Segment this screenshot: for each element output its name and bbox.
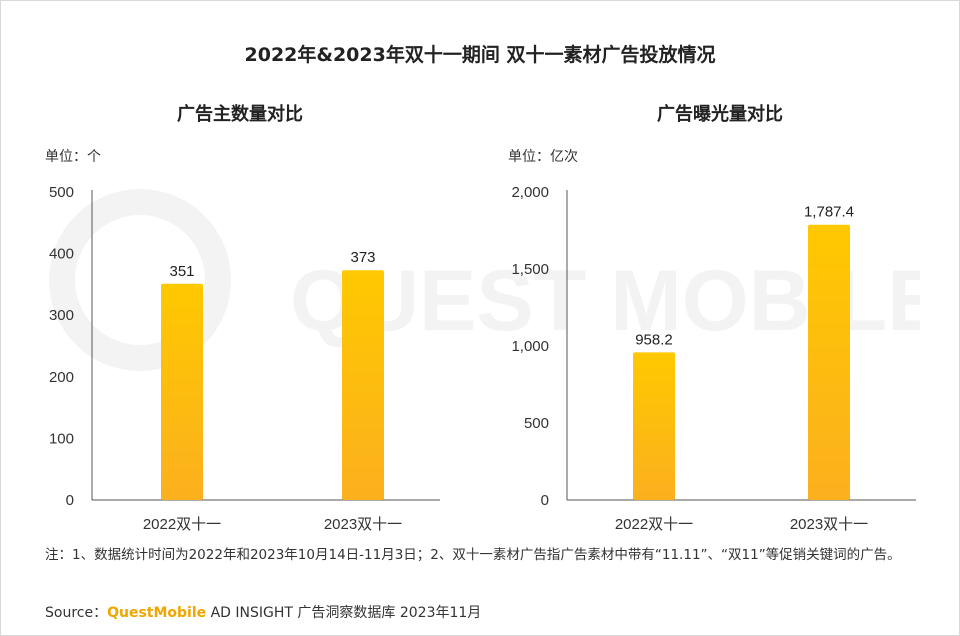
chart-1-title: 广告主数量对比 [177, 104, 303, 125]
chart-2-y-tick-label: 1,500 [511, 261, 549, 278]
chart-1-y-tick-label: 200 [49, 369, 74, 386]
chart-2-y-tick-label: 1,000 [511, 338, 549, 355]
source-rest: AD INSIGHT 广告洞察数据库 2023年11月 [206, 605, 482, 621]
chart-2-y-tick-label: 2,000 [511, 184, 549, 201]
chart-1-x-tick-label: 2023双十一 [324, 516, 402, 533]
chart-2-bar [633, 352, 675, 500]
source-brand: QuestMobile [107, 605, 207, 621]
source-line: Source：QuestMobile AD INSIGHT 广告洞察数据库 20… [45, 602, 481, 622]
chart-2-bar [808, 224, 850, 500]
chart-1-bar [342, 270, 384, 500]
chart-2-data-label: 958.2 [635, 331, 673, 348]
chart-1-x-tick-label: 2022双十一 [143, 516, 221, 533]
chart-1-y-tick-label: 0 [66, 492, 74, 509]
source-prefix: Source： [45, 605, 108, 621]
chart-2-y-tick-label: 0 [541, 492, 549, 509]
main-title: 2022年&2023年双十一期间 双十一素材广告投放情况 [244, 44, 716, 66]
chart-2-data-label: 1,787.4 [804, 204, 854, 221]
chart-2-y-tick-label: 500 [524, 415, 549, 432]
chart-2-x-tick-label: 2023双十一 [790, 516, 868, 533]
chart-1-y-tick-label: 300 [49, 307, 74, 324]
chart-1-unit: 单位：个 [45, 149, 101, 165]
chart-1-bar [161, 283, 203, 500]
chart-1-data-label: 373 [350, 249, 375, 266]
chart-1-y-tick-label: 100 [49, 430, 74, 447]
chart-2-unit: 单位：亿次 [508, 149, 578, 165]
chart-1-data-label: 351 [169, 263, 194, 280]
footnote: 注：1、数据统计时间为2022年和2023年10月14日-11月3日；2、双十一… [45, 547, 901, 563]
chart-1-y-tick-label: 500 [49, 184, 74, 201]
chart-2-x-tick-label: 2022双十一 [615, 516, 693, 533]
chart-1-y-tick-label: 400 [49, 246, 74, 263]
chart-2-title: 广告曝光量对比 [657, 104, 783, 125]
